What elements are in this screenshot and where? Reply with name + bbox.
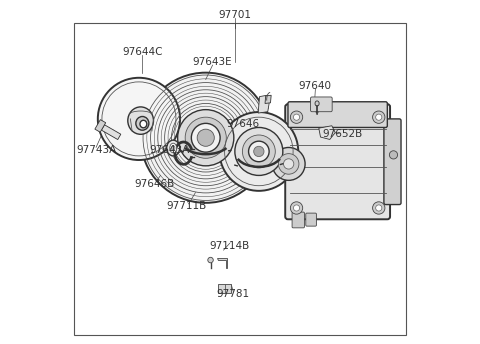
Circle shape xyxy=(290,111,303,123)
Ellipse shape xyxy=(136,117,149,130)
Polygon shape xyxy=(319,126,335,139)
Polygon shape xyxy=(216,258,227,268)
Ellipse shape xyxy=(170,143,177,153)
Polygon shape xyxy=(218,284,231,293)
Circle shape xyxy=(219,112,298,191)
Text: 97646: 97646 xyxy=(227,119,260,129)
Circle shape xyxy=(372,111,385,123)
Polygon shape xyxy=(258,95,269,113)
Ellipse shape xyxy=(140,120,147,128)
Text: 97743A: 97743A xyxy=(76,145,116,155)
Circle shape xyxy=(178,110,234,166)
Circle shape xyxy=(293,205,300,211)
Circle shape xyxy=(284,159,294,169)
Circle shape xyxy=(197,129,214,146)
Circle shape xyxy=(254,146,264,157)
Ellipse shape xyxy=(171,146,175,150)
Circle shape xyxy=(293,114,300,120)
Circle shape xyxy=(208,257,213,263)
Circle shape xyxy=(372,202,385,214)
Text: 97644C: 97644C xyxy=(122,47,163,57)
FancyBboxPatch shape xyxy=(288,102,387,128)
FancyBboxPatch shape xyxy=(285,104,390,219)
Circle shape xyxy=(249,141,269,162)
Text: 97701: 97701 xyxy=(218,10,252,20)
Circle shape xyxy=(185,117,226,158)
FancyBboxPatch shape xyxy=(311,97,332,112)
Circle shape xyxy=(141,73,271,203)
Text: 97652B: 97652B xyxy=(323,129,363,139)
Polygon shape xyxy=(265,95,271,104)
Polygon shape xyxy=(101,125,121,140)
Text: 97640: 97640 xyxy=(299,81,332,92)
Ellipse shape xyxy=(167,140,180,156)
Ellipse shape xyxy=(128,107,154,134)
Text: 97114B: 97114B xyxy=(210,241,250,251)
Circle shape xyxy=(278,154,299,174)
Circle shape xyxy=(376,205,382,211)
Circle shape xyxy=(98,78,180,160)
Circle shape xyxy=(290,202,303,214)
Ellipse shape xyxy=(315,101,319,106)
Circle shape xyxy=(235,128,283,175)
Circle shape xyxy=(242,135,276,168)
FancyBboxPatch shape xyxy=(384,119,401,205)
Circle shape xyxy=(192,123,220,152)
Polygon shape xyxy=(95,120,106,132)
Text: 97643E: 97643E xyxy=(193,57,232,67)
Text: 97711B: 97711B xyxy=(167,201,207,211)
Circle shape xyxy=(376,114,382,120)
Circle shape xyxy=(389,151,397,159)
Circle shape xyxy=(272,148,305,180)
FancyBboxPatch shape xyxy=(306,213,316,226)
Text: 97643A: 97643A xyxy=(150,145,190,155)
Text: 97781: 97781 xyxy=(216,289,250,299)
Text: 97646B: 97646B xyxy=(134,179,174,189)
FancyBboxPatch shape xyxy=(292,212,304,228)
